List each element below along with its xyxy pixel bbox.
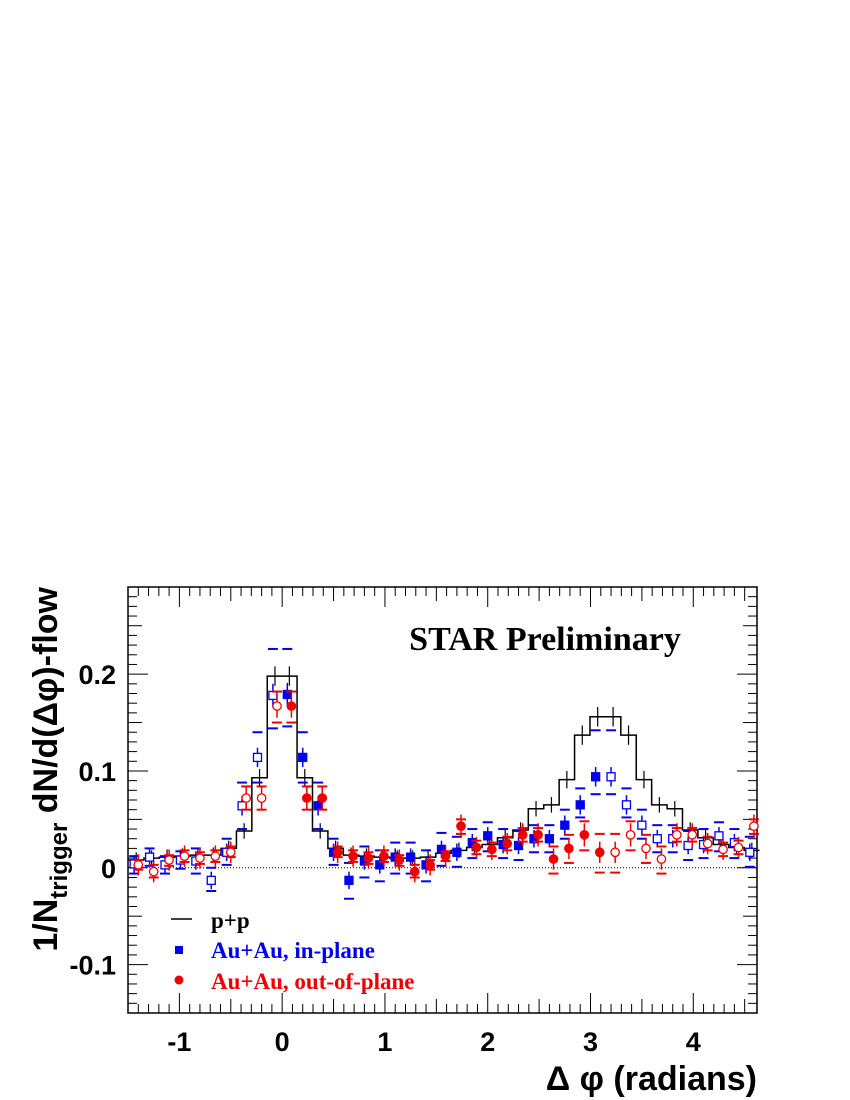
legend-out-of-plane-marker bbox=[174, 975, 184, 985]
out-of-plane-point bbox=[579, 830, 590, 840]
y-tick-label: 0.1 bbox=[78, 757, 116, 787]
out-of-plane-point bbox=[348, 851, 358, 862]
y-tick-label: 0.2 bbox=[78, 660, 116, 690]
out-of-plane-point bbox=[548, 854, 559, 864]
out-of-plane-point bbox=[641, 843, 651, 854]
out-of-plane-point bbox=[656, 854, 667, 864]
x-tick-label: 1 bbox=[377, 1027, 392, 1057]
x-tick-label: 4 bbox=[686, 1027, 701, 1057]
out-of-plane-point bbox=[594, 847, 605, 858]
in-plane-point bbox=[621, 800, 632, 810]
out-of-plane-point bbox=[286, 701, 297, 711]
out-of-plane-point bbox=[456, 821, 466, 831]
legend-pp-label: p+p bbox=[211, 908, 250, 933]
out-of-plane-point bbox=[272, 701, 282, 711]
y-axis-ticks: -0.1 0 0.1 0.2 bbox=[69, 586, 757, 1014]
x-axis-ticks: -1 0 1 2 3 4 bbox=[127, 587, 746, 1057]
in-plane-point bbox=[144, 852, 155, 862]
out-of-plane-point bbox=[409, 866, 420, 877]
in-plane-point bbox=[544, 834, 555, 844]
out-of-plane-point bbox=[718, 844, 728, 855]
out-of-plane-point bbox=[332, 847, 343, 858]
legend-in-plane-label: Au+Au, in-plane bbox=[211, 938, 375, 963]
x-tick-label: 3 bbox=[583, 1027, 598, 1057]
out-of-plane-point bbox=[195, 853, 205, 863]
in-plane-point bbox=[298, 752, 308, 763]
out-of-plane-point bbox=[502, 838, 513, 849]
out-of-plane-point bbox=[517, 830, 528, 840]
in-plane-point bbox=[575, 800, 585, 810]
y-tick-label: -0.1 bbox=[69, 951, 116, 981]
out-of-plane-point bbox=[164, 855, 174, 865]
out-of-plane-point bbox=[564, 843, 574, 854]
out-of-plane-point bbox=[317, 793, 328, 803]
in-plane-point bbox=[483, 831, 493, 841]
out-of-plane-point bbox=[133, 860, 144, 870]
out-of-plane-point bbox=[225, 847, 236, 858]
in-plane-point bbox=[637, 820, 647, 830]
out-of-plane-point bbox=[379, 851, 389, 862]
x-tick-label: 2 bbox=[480, 1027, 495, 1057]
out-of-plane-point bbox=[486, 844, 497, 855]
out-of-plane-point bbox=[394, 855, 405, 865]
in-plane-point bbox=[313, 801, 323, 811]
in-plane-point bbox=[452, 847, 462, 857]
out-of-plane-point bbox=[241, 793, 252, 803]
out-of-plane-point bbox=[610, 847, 621, 858]
y-axis-title: 1/Ntrigger dN/d(Δφ)-flow bbox=[27, 586, 73, 951]
in-plane-point bbox=[745, 847, 755, 857]
y-axis-title-rest: dN/d(Δφ)-flow bbox=[27, 586, 65, 822]
out-of-plane-point bbox=[210, 851, 221, 862]
out-of-plane-series bbox=[133, 690, 759, 883]
legend-in-plane-marker bbox=[175, 946, 183, 954]
out-of-plane-point bbox=[749, 821, 759, 831]
chart-annotation: STAR Preliminary bbox=[409, 621, 681, 658]
pp-step-histogram bbox=[128, 675, 760, 861]
in-plane-point bbox=[513, 840, 524, 851]
out-of-plane-point bbox=[733, 842, 744, 853]
in-plane-point bbox=[237, 801, 247, 811]
out-of-plane-point bbox=[363, 853, 374, 863]
in-plane-point bbox=[206, 875, 216, 886]
out-of-plane-point bbox=[301, 793, 312, 803]
in-plane-point bbox=[252, 752, 263, 763]
legend-out-of-plane-label: Au+Au, out-of-plane bbox=[211, 969, 415, 994]
out-of-plane-point bbox=[702, 838, 713, 849]
x-tick-label: 0 bbox=[275, 1027, 290, 1057]
x-axis-title: Δ φ (radians) bbox=[546, 1060, 757, 1098]
in-plane-point bbox=[652, 834, 662, 844]
out-of-plane-point bbox=[148, 866, 159, 877]
out-of-plane-point bbox=[625, 830, 636, 840]
out-of-plane-point bbox=[179, 851, 190, 862]
legend: p+p Au+Au, in-plane Au+Au, out-of-plane bbox=[171, 908, 415, 994]
out-of-plane-point bbox=[425, 860, 436, 870]
in-plane-point bbox=[606, 772, 616, 782]
out-of-plane-point bbox=[471, 842, 482, 853]
in-plane-point bbox=[590, 772, 601, 782]
y-axis-title-subscript: trigger bbox=[46, 823, 73, 899]
in-plane-point bbox=[560, 820, 570, 830]
out-of-plane-point bbox=[440, 851, 451, 862]
out-of-plane-point bbox=[671, 830, 682, 840]
in-plane-point bbox=[683, 840, 693, 851]
in-plane-point bbox=[268, 690, 278, 701]
in-plane-point bbox=[405, 852, 416, 862]
x-tick-label: -1 bbox=[167, 1027, 191, 1057]
in-plane-point bbox=[714, 831, 724, 841]
out-of-plane-point bbox=[256, 793, 267, 803]
y-axis-title-main: 1/N bbox=[27, 899, 65, 952]
in-plane-point bbox=[344, 875, 354, 886]
out-of-plane-point bbox=[687, 830, 698, 840]
out-of-plane-point bbox=[533, 830, 543, 840]
y-tick-label: 0 bbox=[101, 854, 116, 884]
